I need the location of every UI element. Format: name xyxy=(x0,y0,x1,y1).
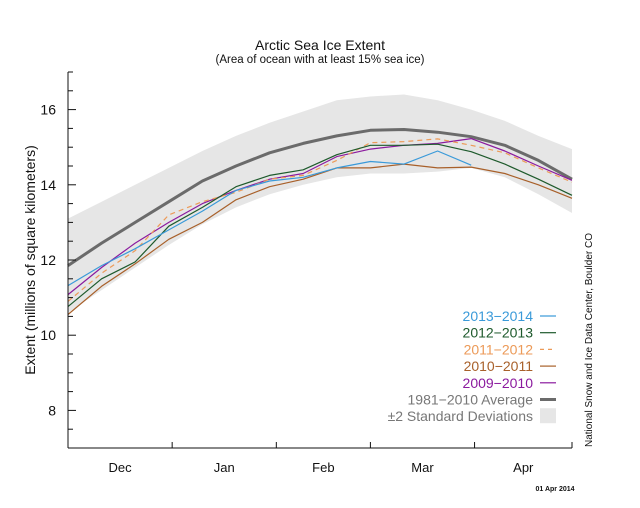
y-tick-label: 14 xyxy=(40,177,56,193)
x-tick-label: Jan xyxy=(214,460,235,475)
legend-item: 1981−2010 Average xyxy=(408,392,556,408)
y-axis-label: Extent (millions of square kilometers) xyxy=(22,145,38,375)
x-tick-label: Feb xyxy=(312,460,334,475)
legend-label: 1981−2010 Average xyxy=(408,392,534,408)
legend-item: 2010−2011 xyxy=(464,358,556,374)
std-dev-band xyxy=(68,94,572,313)
y-tick-label: 10 xyxy=(40,327,56,343)
legend-label: 2009−2010 xyxy=(463,375,534,391)
series-line-1981-2010-average xyxy=(67,128,573,267)
chart-subtitle: (Area of ocean with at least 15% sea ice… xyxy=(215,54,424,66)
legend-item: 2009−2010 xyxy=(463,375,556,391)
series-line-2012-2013 xyxy=(67,143,573,308)
x-tick-label: Apr xyxy=(513,460,534,475)
legend-item: ±2 Standard Deviations xyxy=(388,408,556,424)
legend-label: ±2 Standard Deviations xyxy=(388,408,533,424)
x-tick-label: Mar xyxy=(411,460,434,475)
y-tick-label: 16 xyxy=(40,102,56,118)
axes: 8 10 12 14 16 Dec Jan Feb Mar Apr xyxy=(40,71,573,475)
y-tick-label: 8 xyxy=(48,402,56,418)
legend-item: 2013−2014 xyxy=(463,308,556,324)
series-line-2011-2012 xyxy=(67,138,573,302)
legend-label: 2011−2012 xyxy=(464,341,534,357)
x-tick-label: Dec xyxy=(109,460,133,475)
series-line-2010-2011 xyxy=(67,163,573,315)
legend-label: 2010−2011 xyxy=(464,358,534,374)
series-line-2013-2014 xyxy=(67,150,472,287)
legend-item: 2012−2013 xyxy=(463,325,556,341)
legend-swatch xyxy=(540,408,556,424)
plot-area xyxy=(67,94,573,315)
legend-label: 2012−2013 xyxy=(463,325,534,341)
date-stamp: 01 Apr 2014 xyxy=(535,486,574,493)
chart-title: Arctic Sea Ice Extent xyxy=(255,37,385,53)
y-tick-label: 12 xyxy=(40,252,56,268)
legend: 2013−20142012−20132011−20122010−20112009… xyxy=(388,308,556,424)
legend-label: 2013−2014 xyxy=(463,308,534,324)
legend-item: 2011−2012 xyxy=(464,341,556,357)
credit-text: National Snow and Ice Data Center, Bould… xyxy=(584,233,595,447)
